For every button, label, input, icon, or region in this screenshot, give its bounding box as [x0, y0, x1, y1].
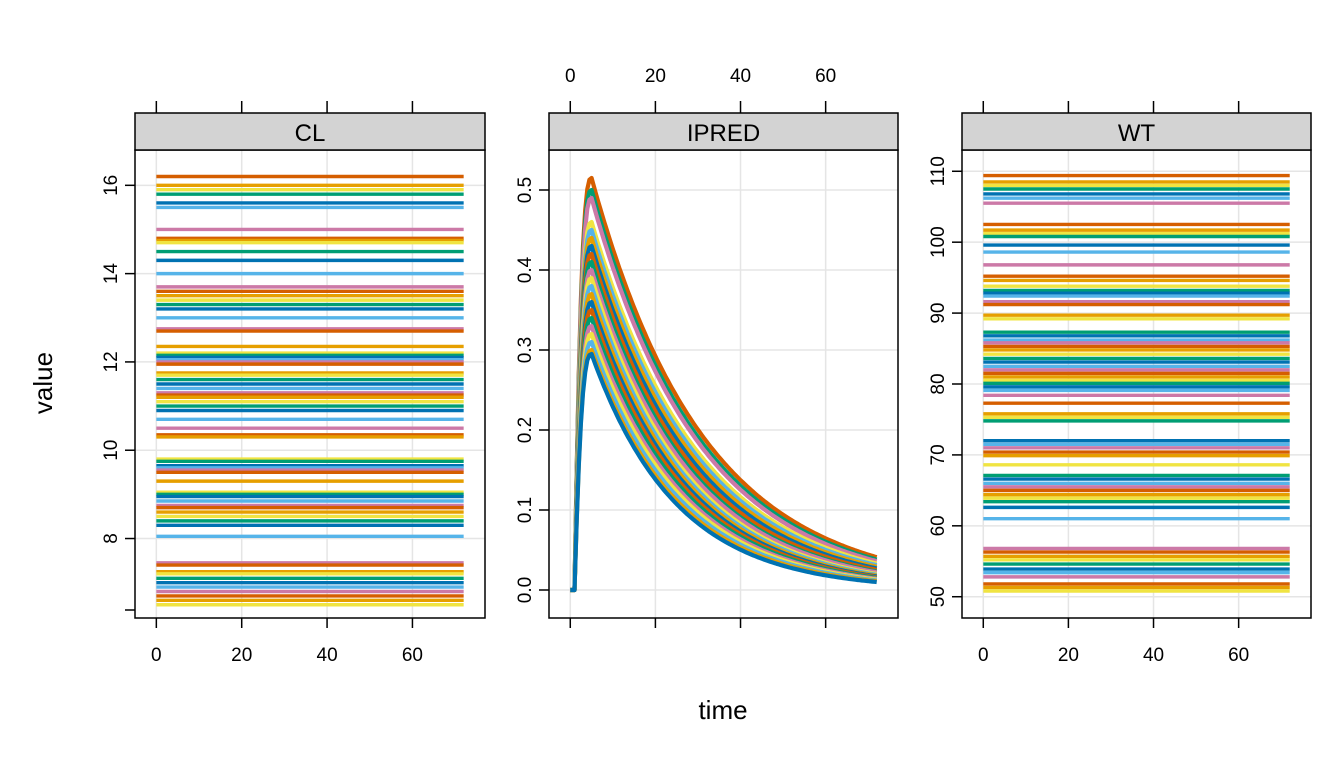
x-tick-label: 60 — [402, 645, 423, 666]
x-tick-label: 40 — [317, 645, 338, 666]
series-curve — [570, 243, 878, 593]
x-tick-label: 40 — [1143, 645, 1164, 666]
y-tick-label: 50 — [928, 586, 949, 607]
series-group — [983, 173, 1290, 593]
panel-cl: CL 0 20 40 60 8 10 12 14 16 — [101, 101, 486, 666]
y-tick-label: 0.5 — [515, 177, 536, 203]
panel-ipred: IPRED 0 20 40 60 0.0 0.1 0.2 0.3 0.4 0.5 — [515, 66, 899, 628]
x-tick-label: 20 — [231, 645, 252, 666]
series-curve — [570, 219, 878, 593]
x-tick-label: 0 — [151, 645, 162, 666]
panel-wt: WT 0 20 40 60 50 60 70 80 90 100 110 — [928, 101, 1312, 666]
y-axis-title: value — [28, 352, 58, 414]
strip-label: CL — [295, 120, 326, 147]
y-tick-label: 0.0 — [515, 577, 536, 603]
strip-label: WT — [1118, 120, 1156, 147]
series-curve — [570, 175, 878, 593]
x-axis — [569, 101, 827, 628]
x-tick-label: 0 — [978, 645, 989, 666]
y-tick-label: 0.1 — [515, 497, 536, 523]
y-tick-label: 110 — [928, 156, 949, 186]
x-tick-label: 20 — [645, 66, 666, 87]
x-tick-label: 40 — [730, 66, 751, 87]
series-curve — [570, 251, 878, 593]
y-tick-label: 60 — [928, 515, 949, 536]
x-tick-label: 20 — [1058, 645, 1079, 666]
y-axis — [539, 189, 549, 591]
panel-strip — [548, 112, 899, 151]
y-tick-label: 0.3 — [515, 337, 536, 363]
x-tick-label: 60 — [815, 66, 836, 87]
y-tick-label: 90 — [928, 303, 949, 324]
x-axis — [155, 101, 414, 628]
series-group — [570, 175, 878, 593]
series-curve — [570, 267, 878, 593]
panel-strip — [961, 112, 1312, 151]
x-tick-label: 0 — [565, 66, 576, 87]
y-tick-label: 10 — [101, 440, 122, 461]
y-tick-label: 70 — [928, 444, 949, 465]
x-axis — [982, 101, 1240, 628]
x-axis-title: time — [698, 695, 747, 725]
series-curve — [570, 351, 877, 593]
strip-label: IPRED — [687, 120, 760, 147]
y-tick-label: 14 — [101, 263, 122, 285]
y-axis — [952, 170, 962, 598]
y-tick-label: 0.4 — [515, 256, 536, 283]
y-axis — [125, 184, 135, 611]
series-curve — [570, 235, 878, 593]
y-tick-label: 12 — [101, 351, 122, 372]
panels: CL 0 20 40 60 8 10 12 14 16 IPRED 0 20 40 60 0.0 0.1 0.2 0… — [101, 66, 1312, 666]
panel-strip — [134, 112, 486, 151]
y-tick-label: 16 — [101, 175, 122, 196]
series-group — [156, 174, 464, 607]
y-tick-label: 100 — [928, 226, 949, 258]
y-tick-label: 8 — [101, 533, 122, 544]
x-tick-label: 60 — [1228, 645, 1249, 666]
y-tick-label: 80 — [928, 373, 949, 394]
series-curve — [570, 195, 878, 593]
y-tick-label: 0.2 — [515, 417, 536, 443]
